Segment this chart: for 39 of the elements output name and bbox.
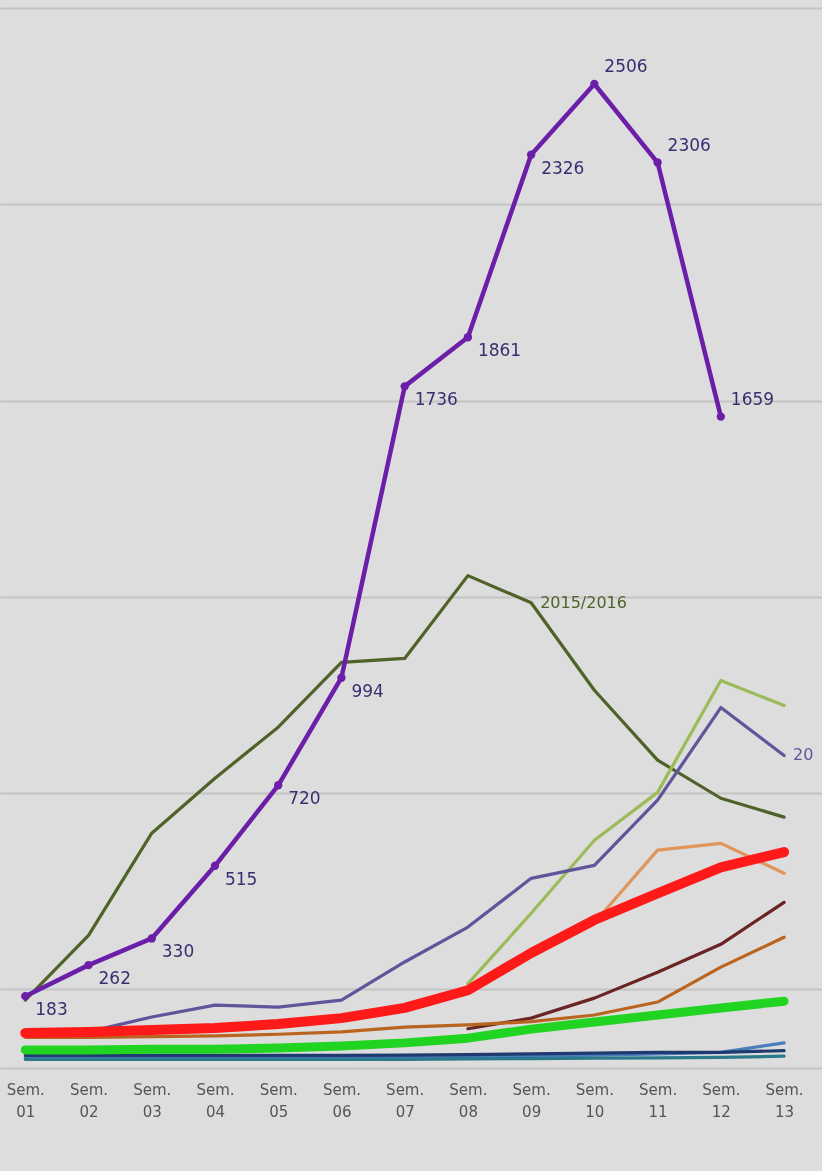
x-tick-label: Sem. 08 bbox=[449, 1080, 488, 1121]
point bbox=[400, 382, 409, 391]
data-label: 1659 bbox=[730, 388, 775, 409]
data-label: 2326 bbox=[541, 157, 585, 178]
x-tick-label: Sem. 06 bbox=[322, 1080, 362, 1121]
data-label: 1736 bbox=[414, 389, 458, 410]
x-tick-label: Sem. 05 bbox=[259, 1080, 298, 1121]
x-tick-label: Sem. 13 bbox=[765, 1080, 804, 1121]
point bbox=[463, 333, 473, 342]
x-tick-label: Sem. 09 bbox=[512, 1080, 551, 1121]
data-label: 183 bbox=[35, 999, 68, 1020]
point bbox=[590, 79, 599, 89]
x-tick-label: Sem. 02 bbox=[69, 1080, 109, 1121]
series-label: 20 bbox=[793, 745, 814, 765]
point bbox=[84, 960, 93, 970]
x-tick-label: Sem. 03 bbox=[133, 1080, 172, 1121]
x-tick-label: Sem. 11 bbox=[639, 1080, 678, 1121]
point bbox=[653, 158, 662, 167]
data-label: 330 bbox=[161, 941, 195, 962]
series-label: 2015/2016 bbox=[540, 592, 627, 612]
data-label: 515 bbox=[224, 868, 258, 889]
data-label: 720 bbox=[288, 788, 321, 809]
x-tick-label: Sem. 07 bbox=[386, 1080, 425, 1121]
x-tick-label: Sem. 10 bbox=[575, 1080, 614, 1121]
point bbox=[147, 934, 156, 943]
point bbox=[21, 991, 30, 1001]
data-label: 994 bbox=[351, 680, 384, 701]
data-label: 1861 bbox=[477, 340, 522, 361]
point bbox=[716, 412, 726, 421]
x-tick-label: Sem. 12 bbox=[702, 1080, 741, 1121]
x-tick-label: Sem. 01 bbox=[6, 1080, 45, 1121]
x-tick-label: Sem. 04 bbox=[196, 1080, 235, 1121]
data-label: 262 bbox=[98, 968, 131, 989]
point bbox=[337, 673, 346, 682]
data-label: 2306 bbox=[667, 134, 711, 155]
point bbox=[274, 781, 283, 790]
point bbox=[210, 861, 220, 870]
data-label: 2506 bbox=[604, 56, 648, 77]
point bbox=[526, 150, 536, 159]
